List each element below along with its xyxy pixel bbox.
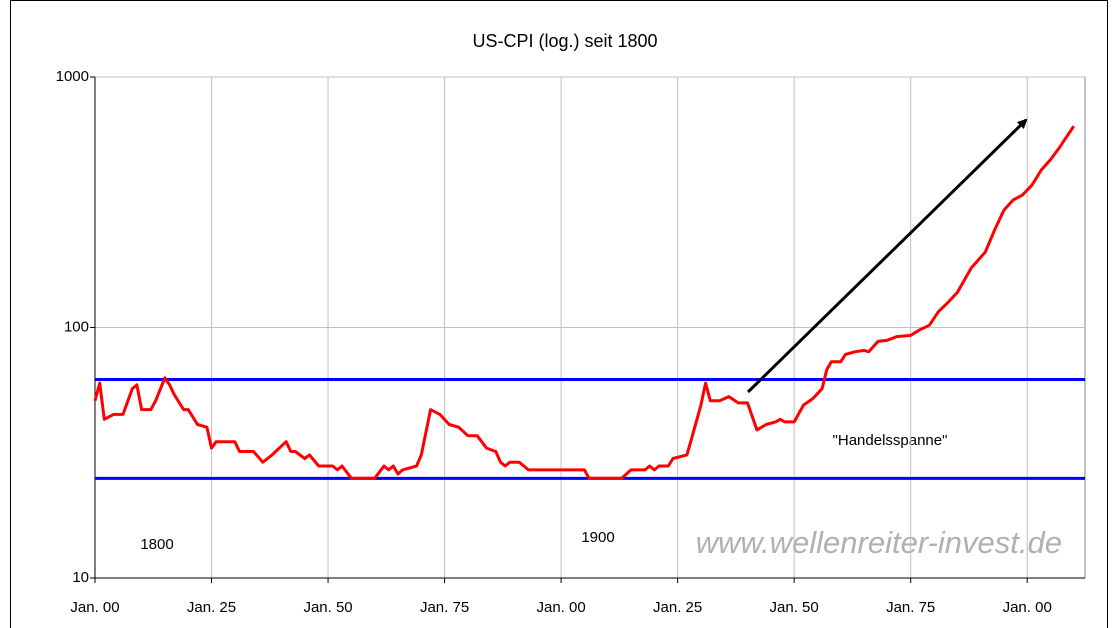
x-tick-label: Jan. 00 bbox=[70, 599, 119, 616]
x-tick-label: Jan. 50 bbox=[303, 599, 352, 616]
x-tick-label: Jan. 25 bbox=[187, 599, 236, 616]
y-tick-label: 1000 bbox=[56, 68, 89, 85]
trend-arrow bbox=[746, 118, 1028, 394]
line bbox=[93, 125, 1076, 480]
x-tick-label: Jan. 75 bbox=[420, 599, 469, 616]
x-tick-label: Jan. 75 bbox=[886, 599, 935, 616]
x-tick-label: Jan. 50 bbox=[770, 599, 819, 616]
y-tick-label: 10 bbox=[72, 569, 89, 586]
x-tick-label: Jan. 00 bbox=[536, 599, 585, 616]
y-tick-label: 100 bbox=[64, 318, 89, 335]
x-tick-label: Jan. 00 bbox=[1003, 599, 1052, 616]
annotation: "Handelsspanne" bbox=[833, 432, 948, 449]
x-tick-label: Jan. 25 bbox=[653, 599, 702, 616]
annotation: 1800 bbox=[140, 536, 173, 553]
watermark: www.wellenreiter-invest.de bbox=[696, 525, 1062, 560]
chart-title: US-CPI (log.) seit 1800 bbox=[472, 31, 657, 51]
annotation: 1900 bbox=[581, 529, 614, 546]
